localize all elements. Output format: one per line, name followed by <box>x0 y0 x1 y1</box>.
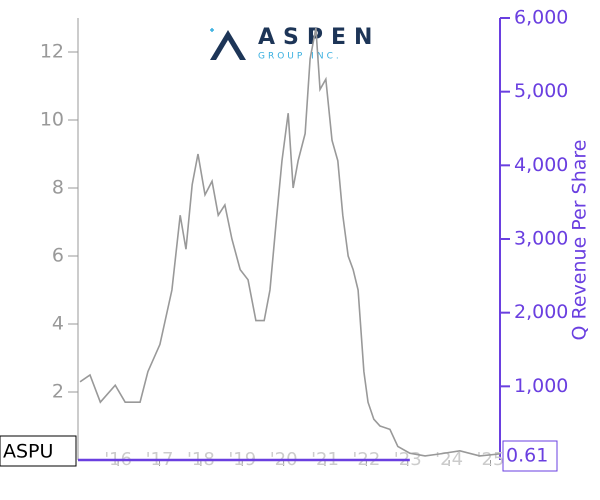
y2-tick-label: 5,000 <box>514 80 568 102</box>
y2-tick-label: 6,000 <box>514 7 568 29</box>
y-tick-label: 12 <box>40 41 64 63</box>
series-line <box>79 28 501 457</box>
y2-tick-label: 2,000 <box>514 301 568 323</box>
y-tick-label: 2 <box>52 381 64 403</box>
y2-tick-label: 1,000 <box>514 375 568 397</box>
y-tick-label: 6 <box>52 245 64 267</box>
logo-tagline: GROUP INC. <box>258 52 342 62</box>
y-tick-label: 10 <box>40 109 64 131</box>
logo-icon <box>210 30 246 60</box>
logo-name: ASPEN <box>258 25 380 50</box>
y-tick-label: 8 <box>52 177 64 199</box>
last-value-label: 0.61 <box>506 445 548 467</box>
x-tick-label: '25 <box>477 449 505 470</box>
y2-tick-label: 4,000 <box>514 154 568 176</box>
logo-spark <box>210 28 214 32</box>
ticker-box <box>0 435 77 467</box>
logo: ASPEN GROUP INC. <box>210 25 380 62</box>
y-tick-label: 4 <box>52 313 64 335</box>
last-value-box <box>502 440 558 472</box>
y2-tick-label: 3,000 <box>514 228 568 250</box>
y2-axis-title: Q Revenue Per Share <box>569 140 591 341</box>
ticker-label: ASPU <box>3 441 53 463</box>
